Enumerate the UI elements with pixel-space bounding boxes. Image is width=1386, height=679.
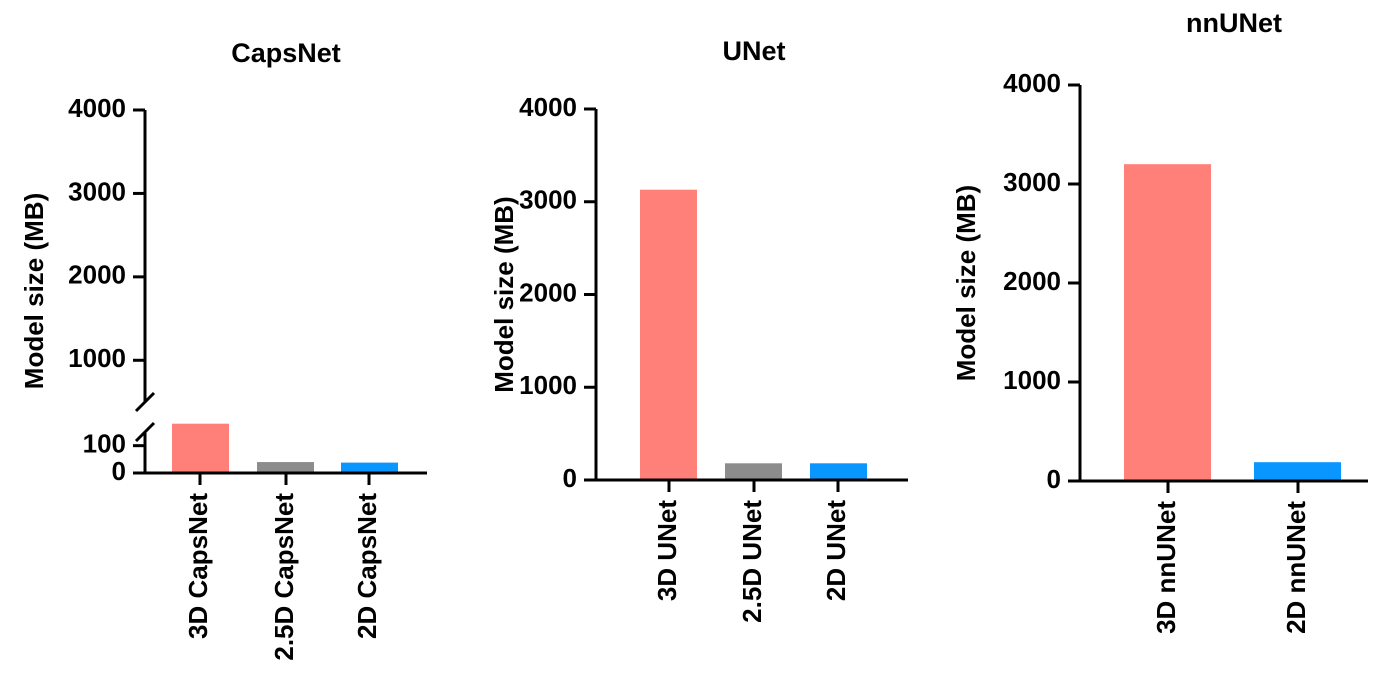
y-tick-label: 0 <box>1047 464 1061 494</box>
chart-title: UNet <box>722 36 785 66</box>
bar <box>640 189 697 480</box>
y-tick-label: 3000 <box>519 185 577 215</box>
x-category-label: 3D UNet <box>652 500 682 601</box>
y-tick-label: 1000 <box>1003 365 1061 395</box>
y-tick-label: 2000 <box>519 277 577 307</box>
x-category-label: 2.5D CapsNet <box>269 493 299 661</box>
x-category-label: 2D UNet <box>821 500 851 601</box>
y-tick-label: 0 <box>563 463 577 493</box>
y-tick-label: 2000 <box>68 260 126 290</box>
x-category-label: 2.5D UNet <box>737 500 767 623</box>
axis-break-mark <box>134 391 156 413</box>
y-axis-title: Model size (MB) <box>19 193 49 389</box>
y-tick-label: 3000 <box>1003 167 1061 197</box>
y-tick-label: 0 <box>112 456 126 486</box>
bar <box>1254 462 1341 481</box>
chart-title: nnUNet <box>1186 8 1282 38</box>
x-category-label: 2D CapsNet <box>352 493 382 639</box>
chart-title: CapsNet <box>231 38 341 68</box>
x-category-label: 3D CapsNet <box>183 493 213 639</box>
bar <box>257 462 314 473</box>
y-tick-label: 4000 <box>68 93 126 123</box>
bar <box>341 462 398 473</box>
y-tick-label: 4000 <box>1003 68 1061 98</box>
x-category-label: 2D nnUNet <box>1281 501 1311 634</box>
y-tick-label: 1000 <box>519 370 577 400</box>
bar <box>172 423 229 473</box>
x-category-label: 3D nnUNet <box>1151 501 1181 634</box>
y-axis-title: Model size (MB) <box>489 196 519 392</box>
bar <box>810 463 867 480</box>
nnunet-panel: nnUNet Model size (MB) 0 1000 2000 3000 4000 3D… <box>951 8 1368 634</box>
axis-break-mark <box>134 421 156 443</box>
y-tick-label: 2000 <box>1003 266 1061 296</box>
y-tick-label: 3000 <box>68 176 126 206</box>
y-tick-label: 1000 <box>68 343 126 373</box>
bar <box>1124 164 1211 481</box>
y-tick-label: 100 <box>83 429 126 459</box>
y-axis-title: Model size (MB) <box>951 185 981 381</box>
bar <box>725 463 782 480</box>
y-tick-label: 4000 <box>519 92 577 122</box>
unet-panel: UNet Model size (MB) 0 1000 2000 3000 4000 3D U… <box>489 36 908 623</box>
